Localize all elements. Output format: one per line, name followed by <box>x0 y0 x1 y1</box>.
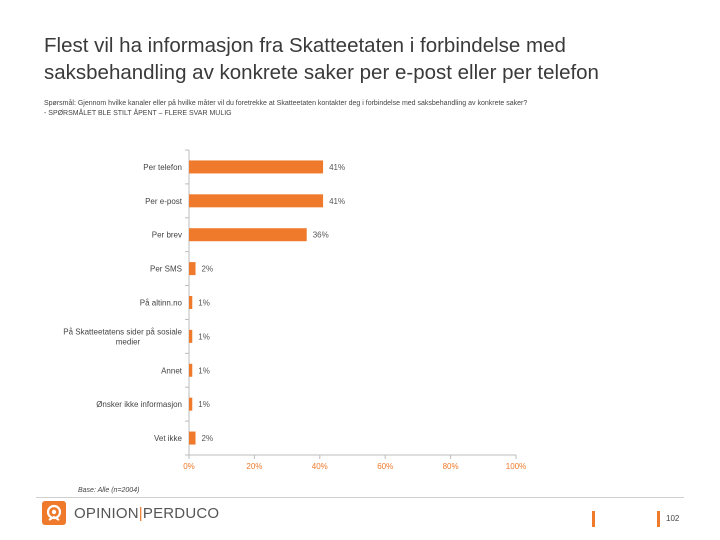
value-label-7: 1% <box>198 366 210 375</box>
bar-7 <box>189 363 193 377</box>
brand-mark-icon <box>42 501 66 525</box>
bar-1 <box>189 160 324 174</box>
x-tick-label-0: 0% <box>183 462 195 471</box>
footer-accent-mark-left <box>592 511 595 527</box>
base-note: Base: Alle (n=2004) <box>78 487 140 494</box>
value-label-5: 1% <box>198 299 210 308</box>
value-label-8: 1% <box>198 400 210 409</box>
x-tick-label-100: 100% <box>506 462 526 471</box>
bar-4 <box>189 262 196 276</box>
bar-5 <box>189 296 193 309</box>
category-label-6: På Skatteetatens sider på sosiale medier <box>63 327 182 346</box>
x-tick-label-80: 80% <box>443 462 459 471</box>
bar-9 <box>189 431 196 445</box>
brand-name-right: PERDUCO <box>142 504 220 522</box>
category-label-3: Per brev <box>152 231 182 240</box>
bar-3 <box>189 228 307 242</box>
category-label-5: På altinn.no <box>140 299 183 308</box>
category-label-line: På Skatteetatens sider på sosiale <box>63 327 182 336</box>
footer-accent-mark-right <box>657 511 660 527</box>
value-label-6: 1% <box>198 332 210 341</box>
category-label-7: Annet <box>161 366 183 375</box>
x-tick-label-40: 40% <box>312 462 328 471</box>
question-text: Spørsmål: Gjennom hvilke kanaler eller p… <box>44 99 684 119</box>
x-tick-label-20: 20% <box>246 462 262 471</box>
category-label-2: Per e-post <box>145 197 183 206</box>
x-tick-label-60: 60% <box>377 462 393 471</box>
value-label-4: 2% <box>202 265 214 274</box>
category-label-8: Ønsker ikke informasjon <box>96 400 182 409</box>
page-title: Flest vil ha informasjon fra Skatteetate… <box>44 32 684 86</box>
footer-divider <box>36 497 684 498</box>
category-label-4: Per SMS <box>150 265 182 274</box>
page-number: 102 <box>666 514 680 523</box>
category-label-9: Vet ikke <box>154 434 183 443</box>
brand-separator: | <box>138 504 143 522</box>
category-label-1: Per telefon <box>143 163 182 172</box>
bar-6 <box>189 329 193 343</box>
value-label-9: 2% <box>202 434 214 443</box>
brand-name: OPINION|PERDUCO <box>74 505 219 522</box>
brand-logo: OPINION|PERDUCO <box>42 501 219 525</box>
value-label-1: 41% <box>329 163 345 172</box>
bar-2 <box>189 194 324 208</box>
value-label-3: 36% <box>313 231 329 240</box>
bar-8 <box>189 397 193 411</box>
brand-name-left: OPINION <box>74 504 139 522</box>
category-label-line: medier <box>116 337 141 346</box>
title-line-1: Flest vil ha informasjon fra Skatteetate… <box>44 34 566 57</box>
question-line-2: - SPØRSMÅLET BLE STILT ÅPENT – FLERE SVA… <box>44 110 232 117</box>
title-line-2: saksbehandling av konkrete saker per e-p… <box>44 61 599 84</box>
value-label-2: 41% <box>329 197 345 206</box>
question-line-1: Spørsmål: Gjennom hvilke kanaler eller p… <box>44 100 528 107</box>
